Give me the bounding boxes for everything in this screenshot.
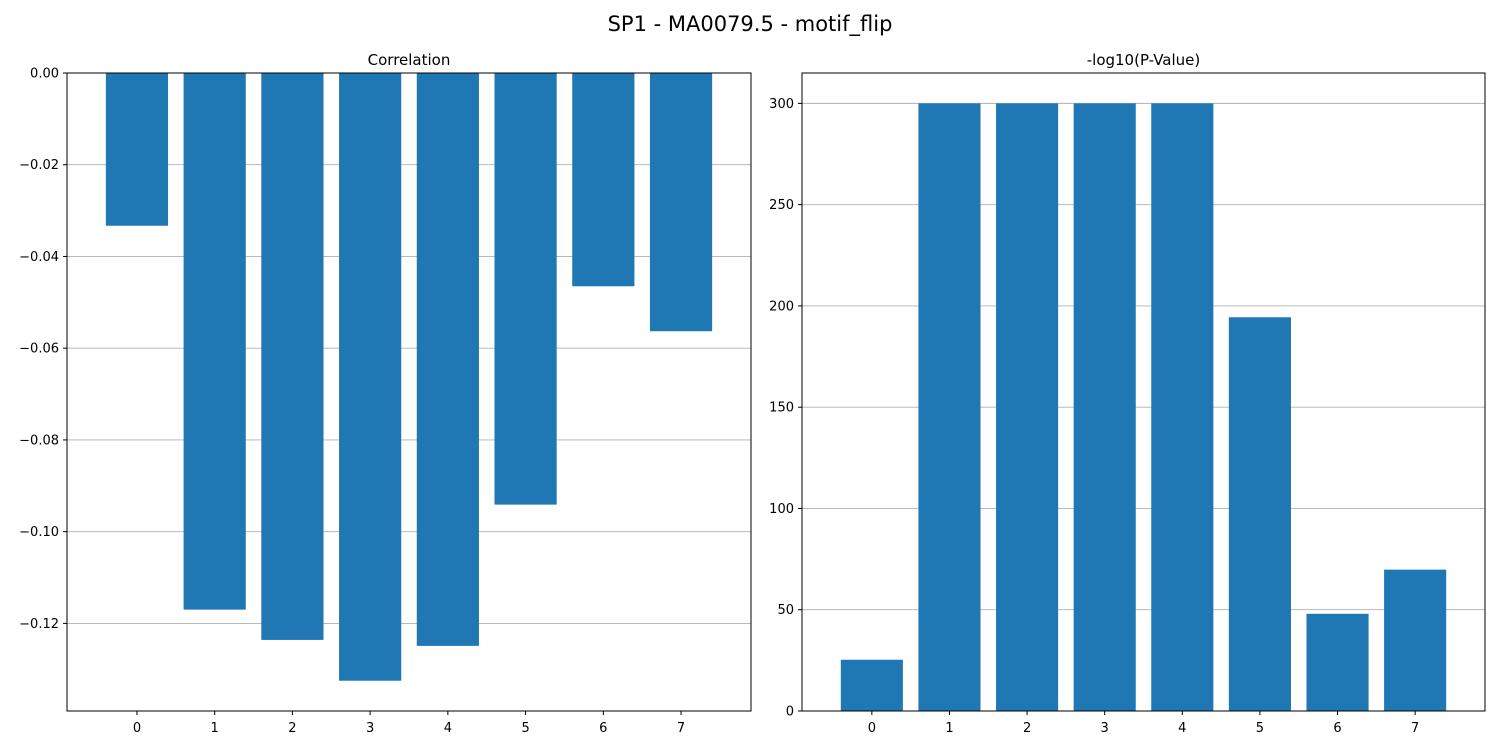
x-tick-label: 5: [1256, 721, 1264, 736]
y-tick-label: −0.10: [19, 525, 59, 540]
bar-7: [649, 73, 713, 332]
bar-0: [840, 659, 903, 711]
y-tick-label: −0.06: [19, 342, 59, 357]
bar-0: [105, 73, 169, 226]
chart-panel-1: 0 50 100 150 200 250 300 0 1 2 3 4 5 6 7 -log10(P-Value…: [769, 51, 1486, 736]
x-tick-label: 7: [1411, 721, 1419, 736]
x-tick-label: 3: [1101, 721, 1109, 736]
bar-6: [1306, 613, 1369, 711]
axes-frame: [801, 72, 1486, 712]
x-tick-label: 4: [1178, 721, 1186, 736]
bar-5: [1228, 317, 1291, 711]
y-tick-label: 50: [777, 603, 794, 618]
figure-title: SP1 - MA0079.5 - motif_flip: [607, 12, 893, 36]
y-tick-label: −0.12: [19, 617, 59, 632]
x-tick-label: 6: [599, 721, 607, 736]
y-tick-label: −0.08: [19, 433, 59, 448]
bar-2: [261, 73, 324, 640]
x-tick-label: 0: [133, 721, 141, 736]
chart-panel-0: 0.00 −0.02 −0.04 −0.06 −0.08 −0.10 −0.12 0 1 2 3 4 5…: [19, 51, 752, 736]
bar-2: [996, 103, 1059, 711]
bar-1: [183, 73, 246, 610]
x-tick-label: 4: [444, 721, 452, 736]
y-tick-label: 250: [769, 198, 794, 213]
bar-6: [572, 73, 635, 287]
x-tick-label: 2: [288, 721, 296, 736]
y-tick-label: −0.02: [19, 158, 59, 173]
bar-3: [1073, 103, 1136, 711]
bar-4: [1151, 103, 1214, 711]
axes-frame: [66, 72, 752, 712]
y-tick-label: −0.04: [19, 250, 59, 265]
y-tick-label: 0.00: [30, 67, 59, 82]
x-tick-label: 5: [521, 721, 529, 736]
y-tick-label: 200: [769, 299, 794, 314]
bar-1: [918, 103, 981, 711]
bar-4: [416, 73, 479, 646]
x-tick-label: 2: [1023, 721, 1031, 736]
panel-title: -log10(P-Value): [1087, 51, 1201, 69]
bar-3: [339, 73, 402, 681]
bar-7: [1384, 569, 1447, 711]
x-tick-label: 7: [677, 721, 685, 736]
x-tick-label: 1: [945, 721, 953, 736]
bar-5: [494, 73, 557, 505]
x-tick-label: 6: [1333, 721, 1341, 736]
x-tick-label: 3: [366, 721, 374, 736]
y-tick-label: 0: [786, 705, 794, 720]
y-tick-label: 300: [769, 97, 794, 112]
x-tick-label: 0: [868, 721, 876, 736]
y-tick-label: 100: [769, 502, 794, 517]
y-tick-label: 150: [769, 401, 794, 416]
x-tick-label: 1: [211, 721, 219, 736]
panel-title: Correlation: [368, 51, 451, 69]
